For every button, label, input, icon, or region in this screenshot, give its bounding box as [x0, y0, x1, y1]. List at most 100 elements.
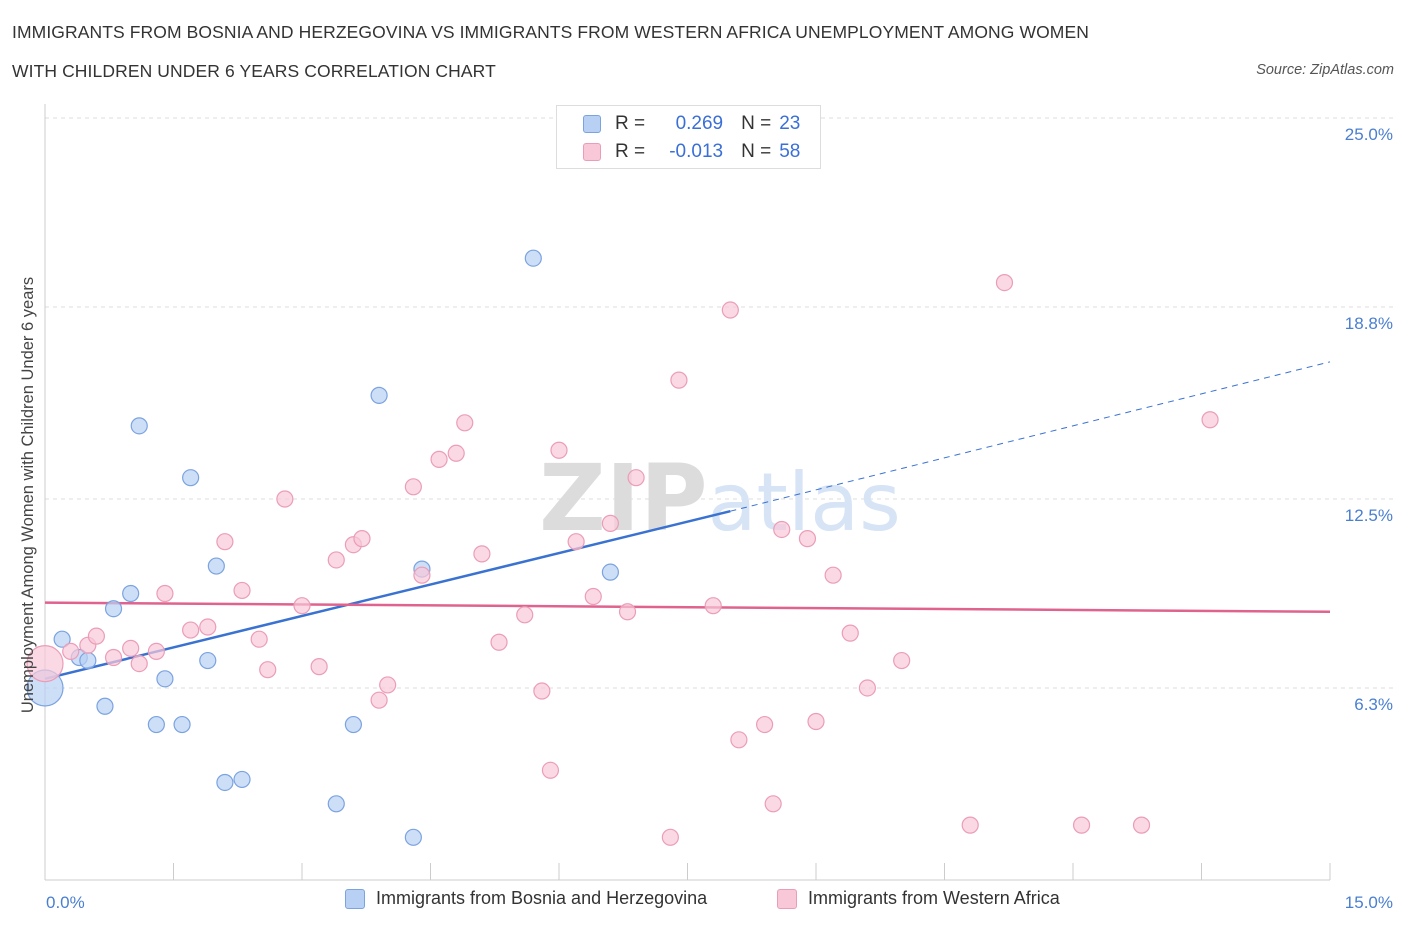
y-axis-title: Unemployment Among Women with Children U… [19, 277, 37, 713]
point-bosnia-18[interactable] [370, 386, 388, 404]
point-western-africa-29[interactable] [490, 633, 508, 651]
point-western-africa-37[interactable] [618, 603, 637, 621]
point-western-africa-48[interactable] [807, 712, 825, 731]
point-western-africa-16[interactable] [293, 597, 311, 615]
point-bosnia-7[interactable] [130, 417, 148, 435]
point-western-africa-15[interactable] [276, 490, 294, 508]
legend-r-value-bosnia: 0.269 [675, 113, 724, 134]
legend-n-label: N = [741, 141, 772, 162]
point-western-africa-46[interactable] [773, 520, 791, 539]
point-western-africa-0[interactable] [26, 644, 64, 683]
point-bosnia-13[interactable] [207, 557, 225, 575]
point-western-africa-57[interactable] [1201, 411, 1219, 429]
legend-swatch-bosnia [583, 115, 601, 133]
point-western-africa-13[interactable] [250, 630, 268, 648]
point-western-africa-22[interactable] [379, 676, 397, 694]
point-western-africa-1[interactable] [62, 642, 80, 661]
point-bosnia-10[interactable] [173, 715, 191, 734]
point-western-africa-12[interactable] [233, 581, 251, 600]
point-western-africa-4[interactable] [104, 648, 123, 667]
point-western-africa-38[interactable] [627, 469, 645, 487]
legend-swatch-western-africa [583, 143, 601, 161]
point-western-africa-23[interactable] [404, 478, 422, 496]
point-western-africa-41[interactable] [704, 597, 722, 615]
legend-r-label: R = [615, 141, 646, 162]
trend-line-western-africa [44, 601, 1331, 614]
point-bosnia-22[interactable] [601, 563, 620, 581]
point-bosnia-17[interactable] [344, 715, 362, 734]
point-western-africa-45[interactable] [764, 795, 782, 813]
point-western-africa-32[interactable] [541, 761, 560, 779]
legend-n-label: N = [741, 113, 772, 134]
legend-row-bosnia: R = 0.269 N = 23 [583, 111, 800, 137]
point-western-africa-9[interactable] [182, 621, 200, 639]
x-tick-labels: 0.0% 15.0% [46, 893, 1393, 912]
point-bosnia-21[interactable] [524, 249, 542, 267]
point-bosnia-1[interactable] [53, 630, 71, 648]
point-bosnia-16[interactable] [327, 795, 345, 813]
point-western-africa-25[interactable] [430, 450, 448, 468]
point-bosnia-6[interactable] [122, 584, 140, 603]
point-western-africa-8[interactable] [147, 642, 165, 661]
point-western-africa-55[interactable] [1072, 816, 1091, 834]
point-western-africa-5[interactable] [122, 639, 140, 657]
point-western-africa-39[interactable] [661, 828, 679, 846]
point-western-africa-17[interactable] [310, 658, 328, 676]
point-western-africa-3[interactable] [87, 627, 106, 645]
point-bosnia-5[interactable] [104, 600, 123, 618]
point-western-africa-50[interactable] [841, 624, 859, 642]
point-western-africa-56[interactable] [1132, 816, 1151, 834]
series-swatch-western-africa [777, 888, 797, 909]
point-western-africa-7[interactable] [156, 584, 174, 603]
point-western-africa-42[interactable] [721, 301, 739, 319]
point-western-africa-49[interactable] [824, 566, 842, 584]
legend-row-western-africa: R = -0.013 N = 58 [583, 139, 800, 165]
point-bosnia-3[interactable] [79, 651, 97, 670]
point-western-africa-47[interactable] [798, 530, 817, 548]
point-western-africa-36[interactable] [601, 514, 620, 532]
point-western-africa-40[interactable] [670, 371, 688, 389]
point-western-africa-18[interactable] [327, 551, 345, 569]
point-western-africa-33[interactable] [550, 441, 568, 459]
x-tick-label-min: 0.0% [46, 893, 85, 912]
point-western-africa-6[interactable] [130, 654, 148, 673]
series-legend-western-africa[interactable]: Immigrants from Western Africa [777, 888, 1060, 909]
point-bosnia-4[interactable] [96, 697, 114, 715]
point-western-africa-24[interactable] [413, 566, 431, 584]
point-bosnia-15[interactable] [233, 770, 251, 789]
series-legend: Immigrants from Bosnia and Herzegovina I… [0, 888, 1406, 916]
point-bosnia-8[interactable] [147, 715, 165, 734]
point-western-africa-20[interactable] [353, 530, 371, 548]
point-western-africa-34[interactable] [567, 533, 585, 551]
point-western-africa-51[interactable] [858, 679, 877, 697]
source-label: Source: ZipAtlas.com [1256, 62, 1394, 78]
point-western-africa-11[interactable] [216, 533, 234, 551]
point-western-africa-53[interactable] [961, 816, 979, 834]
series-legend-bosnia[interactable]: Immigrants from Bosnia and Herzegovina [345, 888, 707, 909]
point-western-africa-52[interactable] [893, 651, 911, 670]
data-points [26, 249, 1219, 846]
point-western-africa-43[interactable] [730, 731, 748, 749]
point-bosnia-9[interactable] [156, 670, 174, 688]
legend-r-value-western-africa: -0.013 [669, 141, 724, 162]
legend-n-value-western-africa: 58 [779, 141, 801, 162]
point-western-africa-10[interactable] [199, 618, 217, 636]
point-western-africa-31[interactable] [533, 682, 551, 700]
point-western-africa-28[interactable] [473, 545, 491, 563]
x-tick-label-max: 15.0% [1345, 893, 1393, 912]
point-western-africa-35[interactable] [584, 587, 602, 606]
series-label-bosnia: Immigrants from Bosnia and Herzegovina [376, 888, 708, 908]
point-western-africa-21[interactable] [370, 691, 388, 709]
point-bosnia-12[interactable] [199, 651, 217, 670]
point-bosnia-14[interactable] [216, 773, 234, 792]
point-western-africa-14[interactable] [259, 661, 277, 679]
point-western-africa-26[interactable] [447, 444, 465, 462]
point-western-africa-44[interactable] [755, 715, 774, 734]
chart-title-line-1: IMMIGRANTS FROM BOSNIA AND HERZEGOVINA V… [12, 22, 1089, 42]
point-western-africa-30[interactable] [516, 606, 534, 624]
point-western-africa-54[interactable] [995, 273, 1014, 292]
point-bosnia-11[interactable] [182, 469, 200, 487]
point-bosnia-19[interactable] [404, 828, 422, 846]
point-western-africa-27[interactable] [456, 414, 474, 432]
